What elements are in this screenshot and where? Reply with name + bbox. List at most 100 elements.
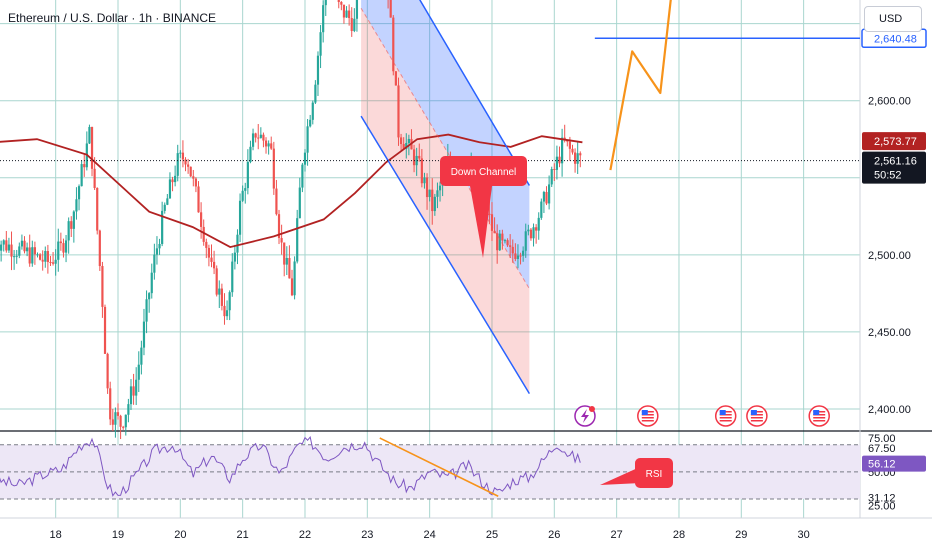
candle-body xyxy=(7,244,11,251)
x-tick-label: 28 xyxy=(673,529,685,541)
candle-body xyxy=(142,321,146,348)
moving-average-line xyxy=(0,133,583,249)
candle-body xyxy=(241,190,244,201)
candle-body xyxy=(111,419,114,425)
candle-body xyxy=(57,241,60,260)
candle-body xyxy=(503,240,507,242)
down-channel-label: Down Channel xyxy=(451,167,517,178)
y-tick-label: 2,450.00 xyxy=(868,327,911,339)
candle-body xyxy=(342,4,346,18)
candle-body xyxy=(259,134,262,138)
y-tick-label: 2,500.00 xyxy=(868,250,911,262)
candle-body xyxy=(348,10,351,19)
candle-body xyxy=(324,0,327,6)
candle-body xyxy=(537,217,540,231)
candle-body xyxy=(158,243,161,249)
candle-body xyxy=(155,248,159,255)
candle-body xyxy=(251,133,255,147)
rsi-value-tag xyxy=(862,455,926,472)
candle-body xyxy=(394,71,397,86)
candle-body xyxy=(225,310,229,317)
candle-body xyxy=(246,162,249,189)
candle-body xyxy=(109,388,112,420)
candle-body xyxy=(101,266,104,307)
candle-body xyxy=(148,293,151,300)
candle-body xyxy=(319,32,322,56)
candle-body xyxy=(506,240,509,246)
candle-body xyxy=(0,244,3,251)
candle-body xyxy=(119,415,122,427)
x-tick-label: 21 xyxy=(237,529,249,541)
candle-body xyxy=(231,261,234,293)
ma-price-label: 2,573.77 xyxy=(874,136,917,148)
candle-body xyxy=(181,152,185,160)
candle-body xyxy=(200,212,203,227)
x-tick-label: 25 xyxy=(486,529,498,541)
bar-countdown: 50:52 xyxy=(874,170,902,182)
candle-body xyxy=(51,262,55,264)
candle-body xyxy=(412,149,416,166)
candle-body xyxy=(70,221,73,229)
channel-lower-fill xyxy=(361,8,530,394)
candle-body xyxy=(249,146,252,163)
candle-body xyxy=(192,176,195,179)
candle-body xyxy=(205,241,208,248)
x-tick-label: 30 xyxy=(798,529,810,541)
candle-body xyxy=(210,257,213,262)
down-channel-callout: Down Channel xyxy=(440,156,527,258)
candle-body xyxy=(340,2,343,5)
candle-body xyxy=(493,230,496,234)
candle-body xyxy=(106,353,109,389)
candle-body xyxy=(350,18,353,31)
x-tick-label: 22 xyxy=(299,529,311,541)
currency-button[interactable]: USD xyxy=(864,6,922,32)
x-tick-label: 19 xyxy=(112,529,124,541)
candle-body xyxy=(90,126,94,169)
rsi-divergence-line xyxy=(379,437,499,497)
x-tick-label: 29 xyxy=(735,529,747,541)
flash-event-icon xyxy=(574,405,596,427)
candle-body xyxy=(77,186,81,200)
candle-body xyxy=(187,164,190,167)
candle-body xyxy=(423,177,426,184)
candle-body xyxy=(122,426,125,428)
candle-body xyxy=(36,254,39,256)
candle-body xyxy=(238,200,242,235)
candle-body xyxy=(277,214,281,239)
candle-body xyxy=(488,213,491,215)
candle-body xyxy=(405,142,408,149)
candle-body xyxy=(293,261,296,296)
candle-body xyxy=(163,204,166,211)
candle-body xyxy=(303,152,307,165)
candle-body xyxy=(233,252,236,262)
candle-body xyxy=(402,144,405,149)
candle-body xyxy=(168,179,172,199)
candle-body xyxy=(306,126,309,153)
candle-body xyxy=(264,140,268,147)
candle-body xyxy=(132,386,135,396)
rsi-tick-label: 25.00 xyxy=(868,501,896,513)
rsi-tick-label: 75.00 xyxy=(868,433,896,445)
candle-body xyxy=(153,254,156,273)
candle-body xyxy=(296,218,299,262)
candle-body xyxy=(145,299,148,322)
candle-body xyxy=(301,164,304,188)
candle-body xyxy=(127,404,130,415)
candle-body xyxy=(275,188,278,215)
candle-body xyxy=(137,364,140,380)
candle-body xyxy=(176,153,179,176)
candle-body xyxy=(397,85,400,138)
candle-body xyxy=(571,148,574,153)
rsi-value-label: 56.12 xyxy=(868,459,896,471)
candle-body xyxy=(392,17,395,72)
candle-body xyxy=(257,137,260,139)
candle-body xyxy=(33,247,36,255)
candle-body xyxy=(540,201,543,218)
candle-body xyxy=(527,229,530,232)
candle-body xyxy=(501,233,504,241)
candle-body xyxy=(59,241,62,244)
candle-body xyxy=(496,233,499,251)
candle-body xyxy=(62,243,65,253)
candle-body xyxy=(215,268,218,295)
